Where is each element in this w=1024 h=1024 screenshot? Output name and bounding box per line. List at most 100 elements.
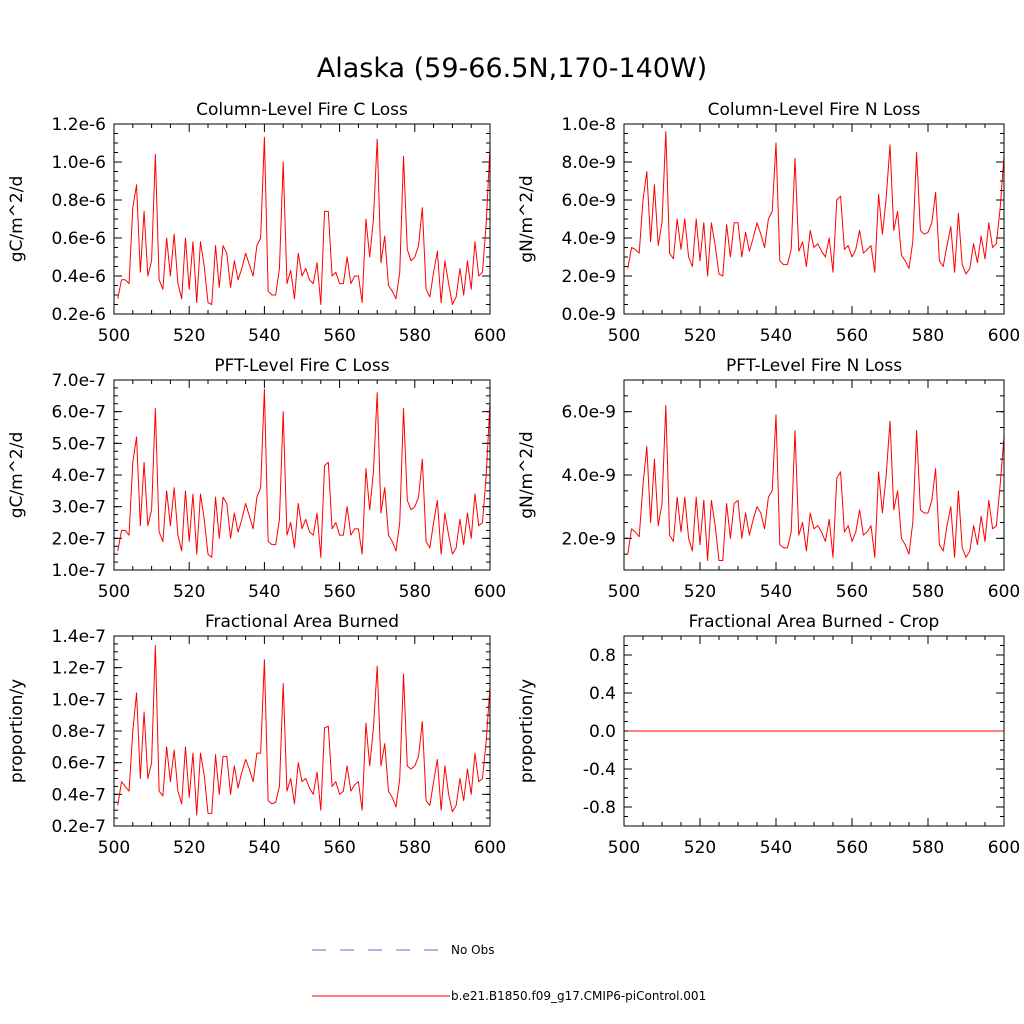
- y-tick-label: 0.4: [589, 684, 616, 704]
- y-tick-label: 6.0e-9: [562, 191, 616, 211]
- plot-frame: [623, 123, 1005, 315]
- series-line-model: [117, 645, 491, 816]
- chart-panel-6: Fractional Area Burned - Crop proportion/…: [517, 612, 1020, 858]
- plot-frame: [113, 123, 491, 315]
- x-tick-label: 560: [836, 582, 868, 602]
- series-line-model: [627, 404, 1005, 561]
- x-tick-label: 560: [836, 326, 868, 346]
- x-tick-label: 580: [912, 838, 944, 858]
- y-axis-label: gC/m^2/d: [7, 432, 27, 519]
- chart-panel-2: Column-Level Fire N Loss gN/m^2/d 500 520 54…: [517, 100, 1020, 346]
- x-tick-label: 540: [248, 326, 280, 346]
- y-tick-label: 0.8e-6: [52, 191, 106, 211]
- y-tick-label: 0.6e-6: [52, 229, 106, 249]
- x-tick-label: 540: [760, 326, 792, 346]
- x-tick-label: 600: [988, 582, 1020, 602]
- x-tick-label: 560: [323, 582, 355, 602]
- chart-title: Fractional Area Burned - Crop: [689, 612, 940, 632]
- y-tick-label: 6.0e-7: [52, 403, 106, 423]
- y-axis-label: proportion/y: [517, 679, 537, 783]
- y-tick-label: 2.0e-7: [52, 529, 106, 549]
- x-tick-label: 500: [608, 838, 640, 858]
- x-tick-label: 520: [173, 326, 205, 346]
- y-tick-label: 0.4e-6: [52, 267, 106, 287]
- x-tick-label: 500: [608, 582, 640, 602]
- y-tick-label: 1.0e-7: [52, 561, 106, 581]
- y-axis-label: proportion/y: [7, 679, 27, 783]
- y-axis-label: gC/m^2/d: [7, 176, 27, 263]
- y-tick-label: 6.0e-9: [562, 403, 616, 423]
- chart-panel-4: PFT-Level Fire N Loss gN/m^2/d 500 520 540 56…: [517, 356, 1020, 602]
- plot-frame: [113, 635, 491, 827]
- y-tick-label: 5.0e-7: [52, 434, 106, 454]
- y-tick-label: 1.0e-6: [52, 153, 106, 173]
- legend-obs-label: No Obs: [451, 943, 494, 957]
- legend-model-label: b.e21.B1850.f09_g17.CMIP6-piControl.001: [451, 989, 706, 1003]
- y-tick-label: 3.0e-7: [52, 498, 106, 518]
- x-tick-label: 540: [248, 582, 280, 602]
- y-tick-label: 0.2e-6: [52, 305, 106, 325]
- y-tick-label: 1.2e-6: [52, 115, 106, 135]
- x-tick-label: 560: [836, 838, 868, 858]
- x-tick-label: 560: [323, 838, 355, 858]
- y-tick-label: 4.0e-9: [562, 466, 616, 486]
- x-tick-label: 500: [608, 326, 640, 346]
- x-tick-label: 540: [760, 582, 792, 602]
- y-tick-label: 0.0: [589, 722, 616, 742]
- x-tick-label: 600: [988, 326, 1020, 346]
- x-tick-label: 500: [98, 838, 130, 858]
- chart-panel-1: Column-Level Fire C Loss gC/m^2/d 500 520 54…: [7, 100, 506, 346]
- plot-frame: [113, 379, 491, 571]
- series-line-model: [117, 389, 491, 558]
- y-axis-label: gN/m^2/d: [517, 175, 537, 262]
- x-tick-label: 500: [98, 326, 130, 346]
- x-tick-label: 520: [684, 582, 716, 602]
- y-tick-label: 1.0e-8: [562, 115, 616, 135]
- y-tick-label: 4.0e-7: [52, 466, 106, 486]
- x-tick-label: 520: [173, 838, 205, 858]
- series-line-model: [627, 131, 1005, 277]
- y-tick-label: 2.0e-9: [562, 529, 616, 549]
- y-tick-label: -0.4: [583, 760, 616, 780]
- x-tick-label: 600: [474, 326, 506, 346]
- y-tick-label: 0.4e-7: [52, 785, 106, 805]
- y-tick-label: 0.6e-7: [52, 754, 106, 774]
- x-tick-label: 600: [474, 838, 506, 858]
- figure-title: Alaska (59-66.5N,170-140W): [317, 53, 707, 84]
- y-tick-label: 1.0e-7: [52, 690, 106, 710]
- y-tick-label: 0.8e-7: [52, 722, 106, 742]
- series-line-model: [117, 136, 491, 305]
- y-tick-label: -0.8: [583, 798, 616, 818]
- y-tick-label: 0.2e-7: [52, 817, 106, 837]
- chart-panel-5: Fractional Area Burned proportion/y 500 520…: [7, 612, 506, 858]
- y-tick-label: 0.8: [589, 646, 616, 666]
- y-tick-label: 0.0e-9: [562, 305, 616, 325]
- chart-panel-3: PFT-Level Fire C Loss gC/m^2/d 500 520 540 56…: [7, 356, 506, 602]
- x-tick-label: 500: [98, 582, 130, 602]
- x-tick-label: 520: [173, 582, 205, 602]
- chart-title: Column-Level Fire C Loss: [196, 100, 408, 120]
- chart-title: Fractional Area Burned: [205, 612, 399, 632]
- x-tick-label: 600: [988, 838, 1020, 858]
- x-tick-label: 520: [684, 326, 716, 346]
- x-tick-label: 540: [760, 838, 792, 858]
- x-tick-label: 580: [399, 326, 431, 346]
- x-tick-label: 580: [912, 582, 944, 602]
- x-tick-label: 580: [399, 838, 431, 858]
- y-tick-label: 7.0e-7: [52, 371, 106, 391]
- chart-title: PFT-Level Fire C Loss: [214, 356, 389, 376]
- plot-frame: [623, 635, 1005, 827]
- legend: No Obs b.e21.B1850.f09_g17.CMIP6-piContr…: [312, 943, 706, 1003]
- chart-title: Column-Level Fire N Loss: [708, 100, 921, 120]
- x-tick-label: 580: [399, 582, 431, 602]
- plot-frame: [623, 379, 1005, 571]
- x-tick-label: 560: [323, 326, 355, 346]
- x-tick-label: 540: [248, 838, 280, 858]
- y-tick-label: 1.4e-7: [52, 627, 106, 647]
- y-tick-label: 2.0e-9: [562, 267, 616, 287]
- y-tick-label: 4.0e-9: [562, 229, 616, 249]
- chart-title: PFT-Level Fire N Loss: [726, 356, 902, 376]
- y-axis-label: gN/m^2/d: [517, 431, 537, 518]
